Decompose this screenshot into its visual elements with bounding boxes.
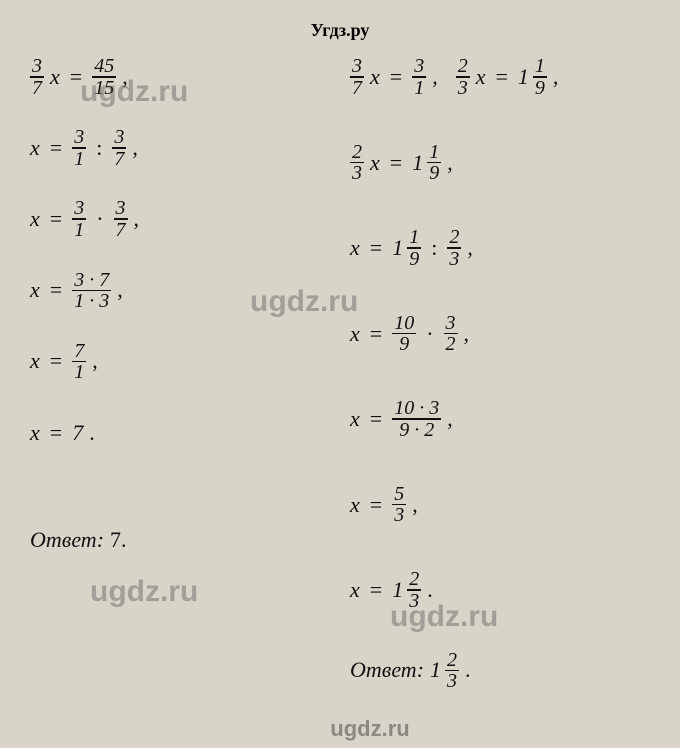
variable-x: x [50, 64, 60, 90]
left-line-6: x= 7 . [30, 407, 330, 459]
page-header: Угдз.ру [30, 20, 650, 41]
right-column: 37 x= 31 , 23 x= 1 19 , 23 x= 1 19 , [340, 51, 650, 691]
equals: = [66, 64, 86, 90]
right-line-1: 37 x= 31 , 23 x= 1 19 , [350, 51, 650, 103]
left-line-4: x= 3 · 71 · 3 , [30, 264, 330, 316]
answer-value: 1 23 [430, 650, 459, 692]
fraction: 4515 [92, 56, 116, 98]
left-column: 37 x = 4515 , x= 31 : 37 , x= 31 · 37 [30, 51, 340, 691]
left-line-1: 37 x = 4515 , [30, 51, 330, 103]
right-line-2: 23 x= 1 19 , [350, 137, 650, 189]
right-line-6: x= 53 , [350, 479, 650, 531]
dot-multiply: · [92, 206, 107, 232]
right-line-4: x= 109 · 32 , [350, 308, 650, 360]
footer-watermark: ugdz.ru [30, 716, 680, 742]
right-line-7: x= 1 23 . [350, 564, 650, 616]
left-line-5: x= 71 , [30, 335, 330, 387]
fraction: 37 [30, 56, 44, 98]
columns: 37 x = 4515 , x= 31 : 37 , x= 31 · 37 [30, 51, 650, 691]
left-line-3: x= 31 · 37 , [30, 193, 330, 245]
result-value: 7 [72, 420, 83, 446]
answer-label: Ответ: [30, 527, 104, 553]
left-line-2: x= 31 : 37 , [30, 122, 330, 174]
comma: , [122, 64, 128, 90]
answer-label: Ответ: [350, 657, 424, 683]
right-answer: Ответ: 1 23 . [350, 650, 650, 692]
right-line-3: x= 1 19 : 23 , [350, 222, 650, 274]
answer-value: 7. [110, 527, 127, 553]
divide-sign: : [92, 135, 106, 161]
math-page: Угдз.ру 37 x = 4515 , x= 31 : 37 , [0, 0, 680, 748]
left-answer: Ответ: 7. [30, 527, 330, 553]
right-line-5: x= 10 · 39 · 2 , [350, 393, 650, 445]
